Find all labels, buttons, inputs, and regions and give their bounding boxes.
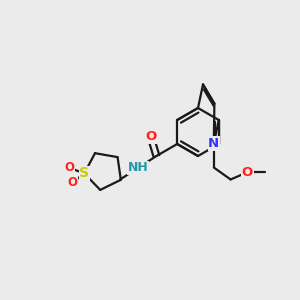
Text: S: S: [79, 167, 89, 180]
Text: O: O: [145, 130, 156, 143]
Text: O: O: [67, 176, 77, 189]
Text: O: O: [242, 166, 253, 179]
Text: N: N: [208, 137, 219, 150]
Text: O: O: [65, 161, 75, 174]
Text: NH: NH: [128, 161, 149, 174]
